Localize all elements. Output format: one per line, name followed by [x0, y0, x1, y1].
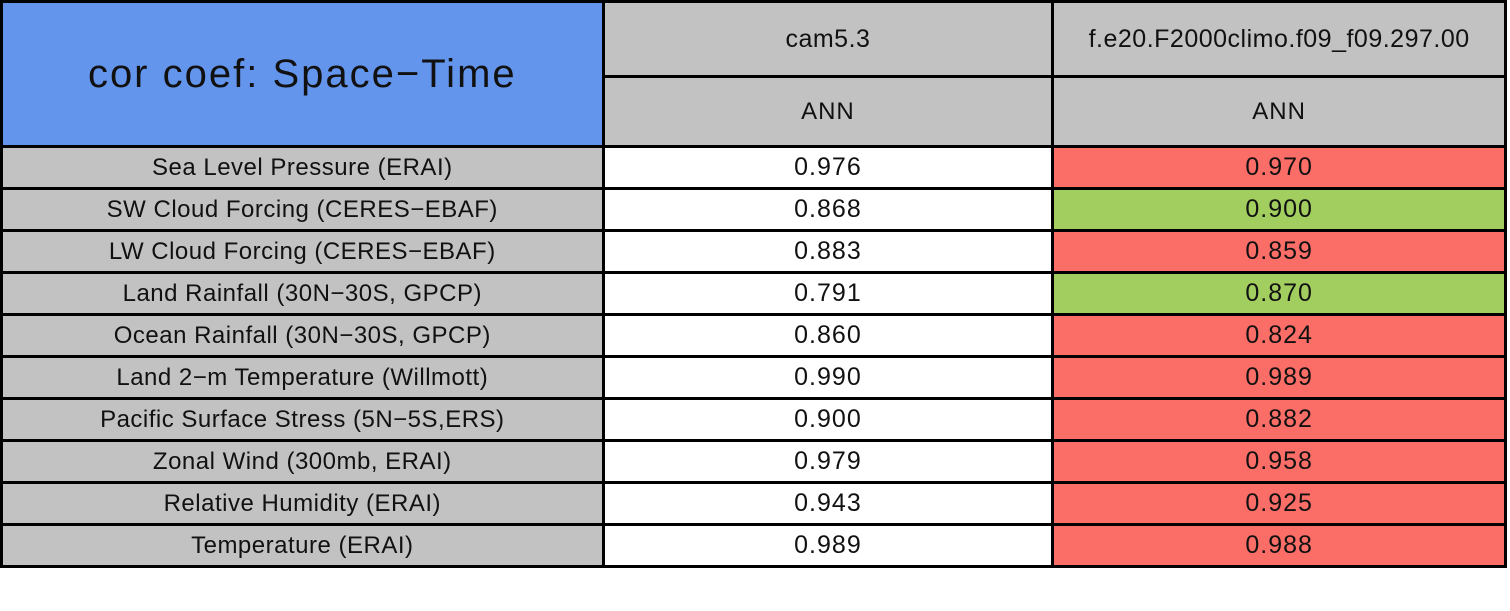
base-model-value: 0.883: [601, 229, 1055, 274]
variable-label: Land 2−m Temperature (Willmott): [0, 355, 605, 400]
table-row: Sea Level Pressure (ERAI) 0.976 0.970: [0, 145, 1507, 190]
variable-label: Temperature (ERAI): [0, 523, 605, 568]
base-model-value: 0.868: [601, 187, 1055, 232]
variable-label: SW Cloud Forcing (CERES−EBAF): [0, 187, 605, 232]
table-row: Land 2−m Temperature (Willmott) 0.990 0.98…: [0, 355, 1507, 400]
table-row: Ocean Rainfall (30N−30S, GPCP) 0.860 0.824: [0, 313, 1507, 358]
test-model-value: 0.970: [1051, 145, 1507, 190]
variable-label: LW Cloud Forcing (CERES−EBAF): [0, 229, 605, 274]
table-row: SW Cloud Forcing (CERES−EBAF) 0.868 0.900: [0, 187, 1507, 232]
test-model-name: f.e20.F2000climo.f09_f09.297.00: [1051, 0, 1507, 78]
table-row: Land Rainfall (30N−30S, GPCP) 0.791 0.870: [0, 271, 1507, 316]
base-model-value: 0.976: [601, 145, 1055, 190]
test-model-value: 0.859: [1051, 229, 1507, 274]
test-model-value: 0.870: [1051, 271, 1507, 316]
base-model-value: 0.990: [601, 355, 1055, 400]
base-season-label: ANN: [601, 75, 1055, 148]
table-body: Sea Level Pressure (ERAI) 0.976 0.970 SW Cl…: [0, 145, 1507, 568]
table-title: cor coef: Space−Time: [0, 0, 605, 148]
variable-label: Pacific Surface Stress (5N−5S,ERS): [0, 397, 605, 442]
base-model-value: 0.860: [601, 313, 1055, 358]
test-model-value: 0.988: [1051, 523, 1507, 568]
table-row: Relative Humidity (ERAI) 0.943 0.925: [0, 481, 1507, 526]
variable-label: Land Rainfall (30N−30S, GPCP): [0, 271, 605, 316]
test-model-value: 0.900: [1051, 187, 1507, 232]
base-model-value: 0.979: [601, 439, 1055, 484]
table-row: Pacific Surface Stress (5N−5S,ERS) 0.900 0…: [0, 397, 1507, 442]
base-model-value: 0.791: [601, 271, 1055, 316]
base-model-value: 0.943: [601, 481, 1055, 526]
variable-label: Ocean Rainfall (30N−30S, GPCP): [0, 313, 605, 358]
base-model-name: cam5.3: [601, 0, 1055, 78]
variable-label: Zonal Wind (300mb, ERAI): [0, 439, 605, 484]
test-model-value: 0.958: [1051, 439, 1507, 484]
cor-coef-table: cor coef: Space−Time cam5.3 f.e20.F2000c…: [0, 0, 1507, 568]
variable-label: Sea Level Pressure (ERAI): [0, 145, 605, 190]
base-model-value: 0.900: [601, 397, 1055, 442]
test-model-value: 0.882: [1051, 397, 1507, 442]
table-row: LW Cloud Forcing (CERES−EBAF) 0.883 0.859: [0, 229, 1507, 274]
table-row: Zonal Wind (300mb, ERAI) 0.979 0.958: [0, 439, 1507, 484]
header-model-row: cor coef: Space−Time cam5.3 f.e20.F2000c…: [0, 0, 1507, 148]
table-row: Temperature (ERAI) 0.989 0.988: [0, 523, 1507, 568]
test-model-value: 0.925: [1051, 481, 1507, 526]
base-model-value: 0.989: [601, 523, 1055, 568]
test-season-label: ANN: [1051, 75, 1507, 148]
test-model-value: 0.824: [1051, 313, 1507, 358]
test-model-value: 0.989: [1051, 355, 1507, 400]
variable-label: Relative Humidity (ERAI): [0, 481, 605, 526]
header-season-row: ANN ANN: [2, 75, 1507, 148]
